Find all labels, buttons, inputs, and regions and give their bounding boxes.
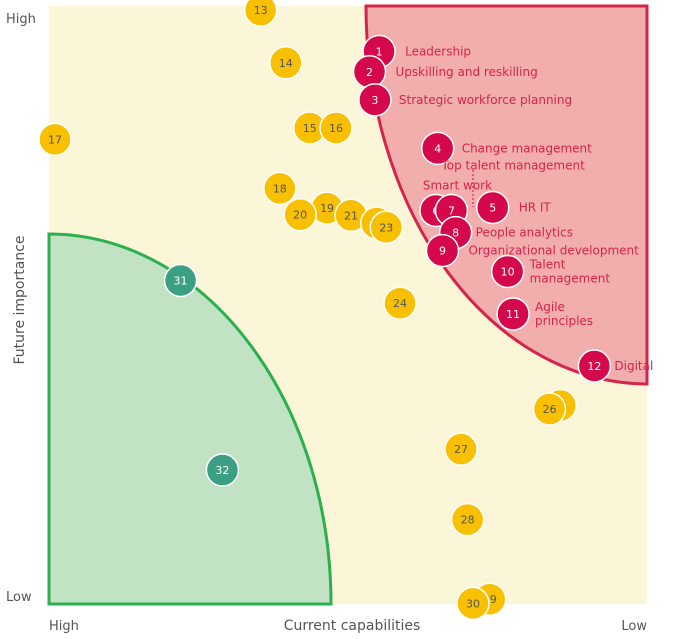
point-10: [490, 254, 525, 289]
point-9: [425, 233, 460, 268]
point-14: [269, 46, 303, 80]
point-24-number: 24: [393, 297, 407, 310]
point-2-label: Upskilling and reskilling: [396, 65, 538, 79]
point-12-number: 12: [587, 360, 601, 373]
point-4: [420, 131, 455, 166]
data-points: 1314151617181920212223242526272829303132…: [38, 0, 653, 621]
point-23: [369, 210, 404, 245]
point-3-number: 3: [371, 94, 378, 107]
point-28-number: 28: [461, 514, 475, 527]
point-3: [358, 83, 392, 117]
x-tick-low: Low: [621, 619, 647, 634]
x-tick-high: High: [49, 619, 79, 634]
y-axis-title: Future importance: [12, 235, 28, 364]
point-17: [38, 122, 72, 157]
point-1-number: 1: [376, 45, 383, 58]
point-20: [283, 197, 317, 232]
point-4-label: Change management: [462, 141, 592, 155]
green-zone: [47, 232, 333, 606]
point-26-number: 26: [543, 403, 557, 416]
point-30: [456, 586, 490, 621]
point-13: [243, 0, 278, 27]
y-tick-high: High: [6, 12, 36, 27]
point-14-number: 14: [279, 57, 293, 70]
point-11-label: Agile principles: [535, 300, 593, 328]
point-20-number: 20: [293, 209, 307, 222]
point-13-number: 13: [254, 4, 268, 17]
point-9-label: Organizational development: [468, 244, 639, 258]
point-12-label: Digital: [614, 359, 653, 373]
point-3-label: Strategic workforce planning: [399, 93, 572, 107]
point-28: [450, 502, 485, 537]
point-18-number: 18: [273, 182, 287, 195]
point-11: [496, 297, 530, 331]
point-27-number: 27: [454, 443, 468, 456]
point-16: [319, 111, 353, 145]
y-tick-low: Low: [6, 590, 32, 605]
point-21-number: 21: [344, 209, 358, 222]
point-26: [532, 392, 567, 426]
point-24: [383, 286, 417, 320]
point-23-number: 23: [379, 221, 393, 234]
point-7-label: Smart work: [423, 179, 492, 193]
point-5: [475, 190, 510, 225]
point-4-number: 4: [434, 142, 441, 155]
point-17-number: 17: [48, 133, 62, 146]
point-30-number: 30: [466, 597, 480, 610]
point-10-number: 10: [501, 266, 515, 279]
point-6b-label: Top talent management: [440, 159, 585, 173]
point-8-number: 8: [452, 227, 459, 240]
point-32: [205, 453, 240, 487]
point-19-number: 19: [320, 202, 334, 215]
point-5-label: HR IT: [519, 201, 552, 215]
point-15-number: 15: [303, 122, 317, 135]
point-8-label: People analytics: [476, 226, 573, 240]
point-27: [444, 432, 478, 466]
point-9-number: 9: [439, 245, 446, 258]
point-18: [263, 171, 297, 206]
point-2-number: 2: [366, 66, 373, 79]
point-31: [163, 263, 198, 298]
point-1-label: Leadership: [405, 44, 471, 58]
point-16-number: 16: [329, 122, 343, 135]
point-7-number: 7: [448, 205, 455, 218]
point-10-label: Talent management: [529, 258, 611, 286]
point-5-number: 5: [489, 202, 496, 215]
x-axis-title: Current capabilities: [284, 618, 421, 634]
point-12: [577, 349, 612, 383]
point-32-number: 32: [215, 464, 229, 477]
point-31-number: 31: [174, 274, 188, 287]
point-11-number: 11: [506, 308, 520, 321]
